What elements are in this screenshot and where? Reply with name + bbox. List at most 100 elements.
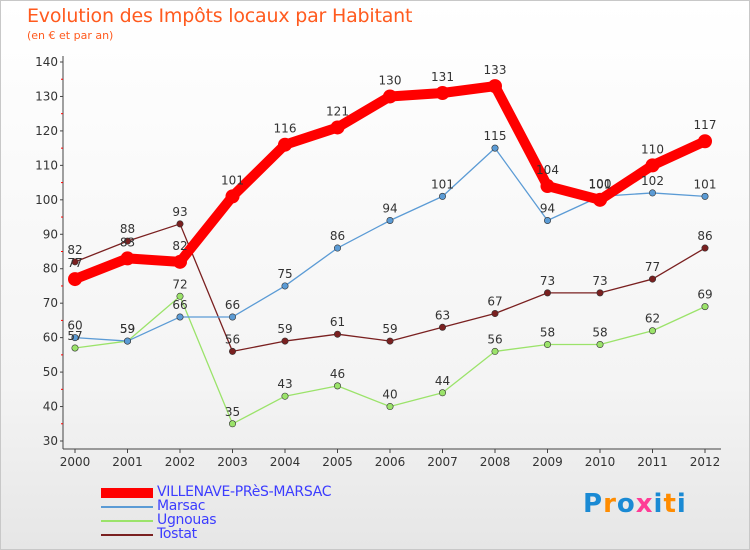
data-label: 66 (225, 298, 240, 312)
legend-item: VILLENAVE-PRèS-MARSAC (101, 484, 421, 500)
data-point (281, 337, 289, 345)
legend-label: VILLENAVE-PRèS-MARSAC (157, 484, 332, 500)
y-tick-label: 50 (43, 365, 58, 379)
data-point (648, 327, 656, 335)
data-label: 101 (694, 177, 717, 191)
data-label: 73 (592, 274, 607, 288)
data-label: 121 (326, 104, 349, 118)
data-label: 57 (67, 329, 82, 343)
data-label: 133 (484, 63, 507, 77)
data-point (491, 310, 499, 318)
x-tick-label: 2004 (270, 455, 301, 469)
data-point (120, 251, 135, 266)
x-tick-label: 2002 (165, 455, 196, 469)
data-label: 35 (225, 405, 240, 419)
data-point (71, 258, 79, 266)
data-point (488, 79, 502, 94)
logo-letter: i (653, 489, 664, 519)
data-point (281, 282, 289, 290)
data-point (596, 289, 604, 297)
data-label: 102 (641, 174, 664, 188)
logo-letter: o (616, 489, 636, 519)
data-point (330, 120, 345, 135)
data-point (491, 347, 499, 355)
legend-swatch (101, 506, 153, 508)
data-label: 86 (330, 229, 345, 243)
data-label: 63 (435, 308, 450, 322)
data-point (491, 144, 499, 152)
y-tick-label: 140 (35, 55, 58, 69)
legend-label: Ugnouas (157, 512, 217, 528)
x-tick-label: 2001 (112, 455, 143, 469)
data-point (540, 179, 555, 194)
data-label: 116 (274, 122, 297, 136)
data-point (543, 341, 551, 349)
data-label: 77 (645, 260, 660, 274)
data-point (229, 313, 237, 321)
data-point (596, 341, 604, 349)
data-label: 59 (382, 322, 397, 336)
data-label: 59 (120, 322, 135, 336)
data-point (173, 254, 187, 269)
logo-letter: r (603, 489, 617, 519)
data-label: 82 (172, 239, 187, 253)
data-label: 82 (67, 243, 82, 257)
data-point (124, 337, 132, 345)
x-tick-label: 2000 (60, 455, 91, 469)
data-point (386, 216, 394, 224)
logo-letter: P (583, 489, 604, 519)
data-label: 69 (697, 288, 712, 302)
y-tick-label: 90 (43, 227, 58, 241)
logo-letter: i (676, 489, 687, 519)
x-tick-label: 2009 (532, 455, 563, 469)
data-label: 73 (540, 274, 555, 288)
y-tick-label: 30 (43, 434, 58, 448)
legend-item: Ugnouas (101, 512, 421, 528)
data-label: 93 (172, 205, 187, 219)
legend-item: Tostat (101, 526, 421, 542)
data-label: 66 (172, 298, 187, 312)
proxiti-logo: Proxiti (583, 489, 687, 519)
data-point (648, 189, 656, 197)
data-label: 43 (277, 377, 292, 391)
legend-item: Marsac (101, 498, 421, 514)
data-label: 86 (697, 229, 712, 243)
data-label: 56 (225, 332, 240, 346)
y-tick-label: 110 (35, 158, 58, 172)
data-label: 58 (592, 326, 607, 340)
y-tick-label: 70 (43, 296, 58, 310)
data-label: 131 (431, 70, 454, 84)
data-point (176, 292, 184, 300)
x-tick-label: 2003 (217, 455, 248, 469)
data-point (176, 220, 184, 228)
data-label: 67 (487, 295, 502, 309)
data-point (71, 334, 79, 342)
data-point (701, 192, 709, 200)
data-point (698, 134, 712, 149)
data-point (278, 137, 292, 152)
data-label: 115 (484, 129, 507, 143)
data-point (281, 392, 289, 400)
data-label: 62 (645, 312, 660, 326)
data-point (229, 347, 237, 355)
data-point (701, 303, 709, 311)
data-point (333, 244, 341, 252)
data-label: 110 (641, 142, 664, 156)
legend-swatch (101, 520, 153, 522)
logo-letter: t (663, 489, 677, 519)
data-label: 44 (435, 374, 450, 388)
y-tick-label: 120 (35, 124, 58, 138)
data-label: 83 (120, 235, 135, 249)
chart-subtitle: (en € et par an) (27, 29, 114, 42)
data-label: 101 (221, 173, 244, 187)
data-label: 56 (487, 332, 502, 346)
data-label: 59 (120, 322, 135, 336)
data-point (543, 289, 551, 297)
x-tick-label: 2011 (637, 455, 668, 469)
y-tick-label: 100 (35, 193, 58, 207)
data-point (225, 189, 240, 204)
data-point (435, 86, 450, 101)
data-point (333, 330, 341, 338)
